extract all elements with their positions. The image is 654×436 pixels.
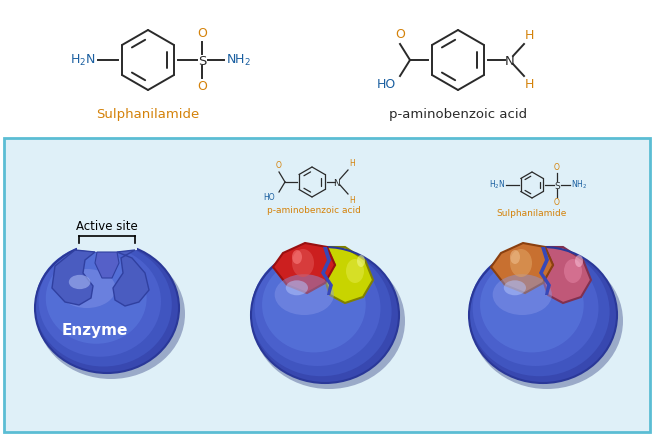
Text: N: N (334, 178, 340, 187)
Text: H: H (349, 159, 354, 168)
Text: O: O (276, 161, 282, 170)
Ellipse shape (35, 243, 179, 373)
Bar (4, 138, 650, 432)
Ellipse shape (292, 250, 302, 264)
Polygon shape (543, 247, 591, 303)
Polygon shape (113, 250, 149, 306)
Text: S: S (554, 181, 560, 191)
Ellipse shape (251, 247, 392, 376)
Ellipse shape (46, 253, 146, 344)
Ellipse shape (35, 243, 172, 367)
Polygon shape (539, 247, 551, 295)
Text: Enzyme: Enzyme (62, 323, 128, 337)
Ellipse shape (469, 247, 610, 376)
Ellipse shape (262, 257, 366, 352)
Ellipse shape (473, 250, 598, 366)
Text: N: N (505, 55, 515, 68)
Ellipse shape (480, 257, 584, 352)
Ellipse shape (469, 247, 617, 383)
Ellipse shape (504, 280, 526, 295)
Ellipse shape (251, 247, 399, 383)
Ellipse shape (286, 280, 308, 295)
Text: Sulphanilamide: Sulphanilamide (497, 209, 567, 218)
Ellipse shape (510, 250, 520, 264)
Text: Sulphanilamide: Sulphanilamide (96, 108, 199, 121)
Text: O: O (554, 198, 560, 207)
Ellipse shape (58, 269, 116, 308)
Ellipse shape (39, 246, 161, 357)
Ellipse shape (510, 249, 532, 277)
Text: HO: HO (264, 193, 275, 202)
Text: H: H (349, 196, 354, 205)
Text: S: S (198, 55, 206, 68)
Polygon shape (325, 247, 373, 303)
Text: O: O (395, 28, 405, 41)
Ellipse shape (253, 253, 405, 389)
Polygon shape (52, 250, 95, 305)
Text: p-aminobenzoic acid: p-aminobenzoic acid (389, 108, 527, 121)
Text: H$_2$N: H$_2$N (489, 179, 505, 191)
Ellipse shape (575, 255, 583, 267)
Text: NH$_2$: NH$_2$ (571, 179, 587, 191)
Text: H: H (525, 29, 534, 42)
Ellipse shape (37, 249, 185, 379)
Ellipse shape (346, 259, 364, 283)
Text: p-aminobenzoic acid: p-aminobenzoic acid (267, 206, 361, 215)
Text: O: O (197, 80, 207, 93)
Text: O: O (197, 27, 207, 40)
Text: Active site: Active site (76, 220, 138, 233)
Ellipse shape (564, 259, 582, 283)
Ellipse shape (492, 274, 552, 315)
Polygon shape (273, 243, 335, 293)
Text: H$_2$N: H$_2$N (71, 52, 96, 68)
Ellipse shape (254, 250, 381, 366)
Ellipse shape (357, 255, 365, 267)
Ellipse shape (471, 253, 623, 389)
Polygon shape (95, 252, 119, 278)
Polygon shape (77, 238, 137, 252)
Ellipse shape (292, 249, 314, 277)
Polygon shape (491, 243, 553, 293)
Text: HO: HO (377, 78, 396, 91)
Text: O: O (554, 163, 560, 172)
Polygon shape (321, 247, 333, 295)
Text: H: H (525, 78, 534, 91)
Ellipse shape (69, 275, 90, 289)
Text: NH$_2$: NH$_2$ (226, 52, 251, 68)
Ellipse shape (275, 274, 334, 315)
